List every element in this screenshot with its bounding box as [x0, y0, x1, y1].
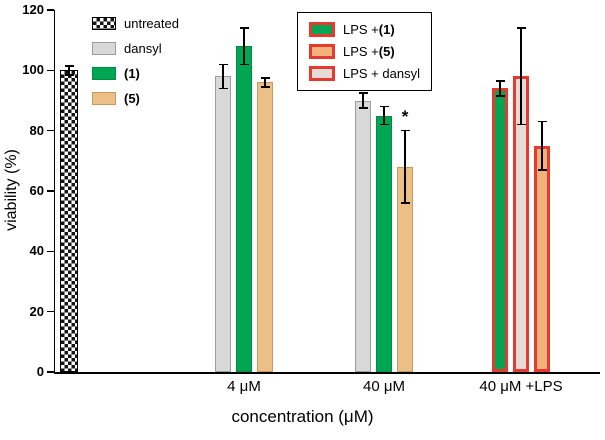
error-bar-cap: [358, 107, 368, 109]
legend-item-cpd1: (1): [92, 66, 179, 81]
error-bar-line: [499, 80, 501, 96]
error-bar-cap: [260, 77, 270, 79]
error-bar-line: [541, 121, 543, 170]
error-bar-line: [362, 92, 364, 109]
significance-marker: *: [401, 106, 409, 126]
error-bar-cap: [358, 92, 368, 94]
error-bar-cap: [64, 74, 74, 76]
x-axis-line: [53, 372, 600, 374]
y-tick-label: 80: [29, 122, 44, 138]
legend-label: LPS + dansyl: [343, 66, 420, 81]
legend-swatch-cpd1: [92, 67, 116, 80]
legend-label: untreated: [124, 16, 179, 31]
legend-label: (1): [124, 66, 140, 81]
bar-dansyl: [215, 76, 231, 372]
error-bar-cap: [400, 129, 410, 132]
error-bar-line: [383, 106, 385, 125]
legend-item-lps_dansyl: LPS + dansyl: [309, 66, 420, 81]
error-bar-line: [520, 28, 522, 125]
y-tick: [47, 69, 54, 72]
legend-item-lps_cpd5: LPS +(5): [309, 44, 420, 59]
x-group-label: 40 μM +LPS: [479, 378, 563, 395]
error-bar-cap: [537, 120, 547, 123]
error-bar-line: [243, 28, 245, 65]
bar-lps_cpd5: [534, 145, 550, 372]
y-tick-label: 20: [29, 303, 44, 319]
error-bar-cap: [516, 27, 526, 29]
legend-label: LPS +(1): [343, 22, 395, 37]
error-bar-line: [222, 64, 224, 89]
legend-right: LPS +(1) LPS +(5) LPS + dansyl: [297, 12, 432, 91]
error-bar-cap: [495, 80, 505, 82]
bar-cpd5: [257, 82, 273, 372]
bar-untreated: [60, 70, 78, 372]
legend-left: untreated dansyl (1) (5): [92, 16, 179, 106]
error-bar-cap: [260, 86, 270, 88]
legend-label: LPS +(5): [343, 44, 395, 59]
error-bar-cap: [537, 169, 547, 171]
bar-dansyl: [355, 100, 371, 372]
legend-label: (5): [124, 91, 140, 106]
y-tick-label: 120: [22, 2, 44, 17]
bar-cpd1: [236, 46, 252, 372]
x-axis-title: concentration (μM): [231, 407, 374, 426]
error-bar-cap: [516, 123, 526, 126]
legend-swatch-untreated: [92, 17, 116, 30]
error-bar-cap: [379, 105, 389, 108]
error-bar-cap: [239, 27, 249, 29]
legend-swatch-cpd5: [92, 92, 116, 105]
legend-swatch-lps_cpd5: [309, 44, 335, 59]
y-tick: [47, 310, 54, 313]
error-bar-cap: [218, 87, 228, 90]
legend-swatch-lps_cpd1: [309, 22, 335, 37]
y-tick-label: 100: [22, 62, 44, 78]
bar-cpd1: [376, 115, 392, 372]
y-tick: [47, 371, 54, 373]
error-bar-cap: [239, 63, 249, 66]
y-tick-label: 0: [36, 364, 44, 379]
y-axis-line: [53, 10, 55, 374]
error-bar-cap: [218, 63, 228, 66]
x-group-label: 40 μM: [363, 378, 405, 395]
error-bar-cap: [64, 65, 74, 67]
legend-item-lps_cpd1: LPS +(1): [309, 22, 420, 37]
y-tick: [47, 9, 54, 11]
y-tick: [47, 250, 54, 253]
y-tick-label: 60: [29, 183, 44, 198]
y-tick-label: 40: [29, 243, 44, 259]
error-bar-line: [68, 65, 70, 75]
y-tick: [47, 129, 54, 132]
error-bar-cap: [495, 95, 505, 97]
legend-item-untreated: untreated: [92, 16, 179, 31]
y-tick: [47, 190, 54, 192]
legend-label: dansyl: [124, 41, 162, 56]
bar-lps_cpd1: [492, 88, 508, 372]
legend-swatch-dansyl: [92, 42, 116, 55]
error-bar-cap: [379, 123, 389, 126]
x-group-label: 4 μM: [227, 378, 261, 395]
legend-swatch-lps_dansyl: [309, 66, 335, 81]
error-bar-cap: [400, 202, 410, 204]
error-bar-line: [264, 77, 266, 87]
error-bar-line: [404, 130, 406, 204]
legend-item-dansyl: dansyl: [92, 41, 179, 56]
legend-item-cpd5: (5): [92, 91, 179, 106]
